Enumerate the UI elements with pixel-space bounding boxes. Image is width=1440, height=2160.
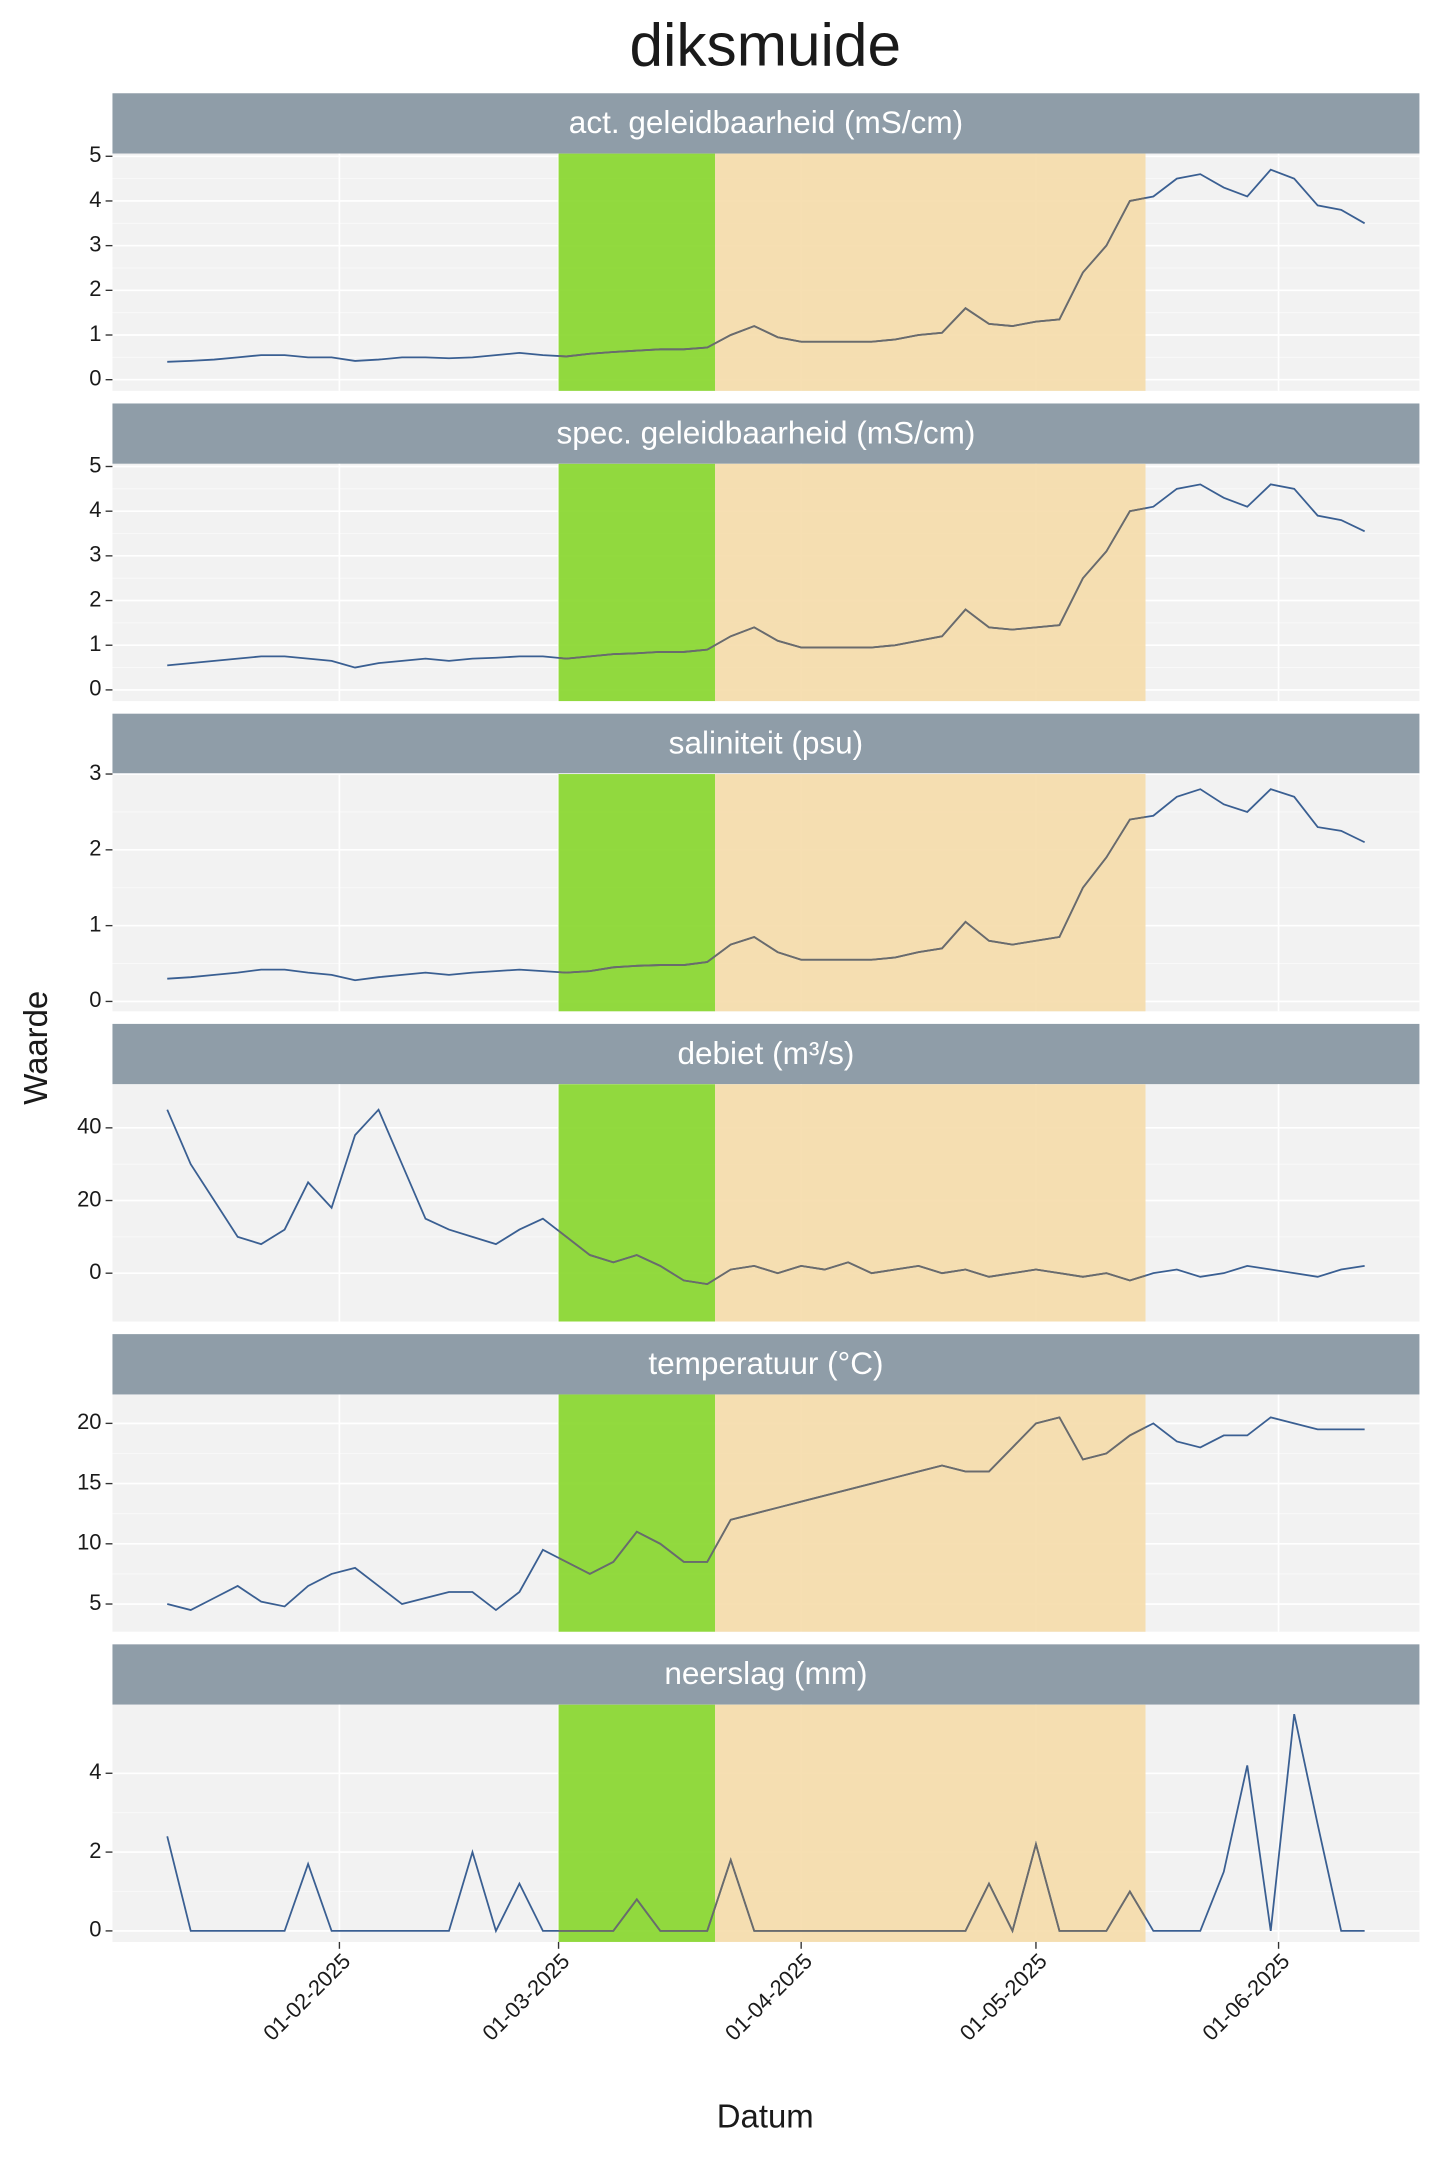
y-tick-label: 1: [89, 321, 101, 346]
y-tick-label: 20: [77, 1186, 101, 1211]
highlight-period: [558, 1084, 716, 1322]
highlight-period: [715, 774, 1146, 1012]
data-line-highlighted: [558, 1416, 1146, 1575]
strip: [112, 1023, 1420, 1085]
y-tick-label: 15: [77, 1469, 101, 1494]
x-axis-label: Datum: [717, 2098, 814, 2135]
data-line-highlighted: [558, 816, 1146, 974]
y-tick-label: 20: [77, 1409, 101, 1434]
highlight-period: [558, 463, 716, 702]
y-tick-label: 40: [77, 1114, 101, 1139]
y-tick-label: 0: [89, 676, 101, 701]
y-tick-label: 10: [77, 1530, 101, 1555]
x-tick-label: 01-04-2025: [720, 1948, 817, 2045]
y-tick-label: 0: [89, 1917, 101, 1942]
x-tick-label: 01-02-2025: [258, 1948, 355, 2045]
strip-title: temperatuur (°C): [648, 1345, 883, 1381]
data-line-highlighted: [558, 1840, 1146, 1934]
data-line-highlighted: [558, 1229, 1146, 1286]
y-tick-label: 3: [89, 542, 101, 567]
data-line-highlighted: [558, 507, 1146, 660]
y-tick-label: 2: [89, 586, 101, 611]
strip: [112, 1644, 1420, 1705]
y-tick-label: 3: [89, 760, 101, 785]
y-tick-label: 3: [89, 231, 101, 256]
highlight-period: [558, 774, 716, 1012]
x-tick-label: 01-06-2025: [1197, 1948, 1294, 2045]
strip-title: saliniteit (psu): [669, 725, 864, 761]
y-tick-label: 5: [89, 452, 101, 477]
data-line-highlighted: [558, 197, 1146, 358]
y-tick-label: 5: [89, 1590, 101, 1615]
highlight-period: [715, 1704, 1146, 1942]
strip-title: act. geleidbaarheid (mS/cm): [569, 104, 963, 140]
strip: [112, 713, 1420, 775]
y-tick-label: 0: [89, 365, 101, 390]
chart-title: diksmuide: [629, 10, 901, 78]
x-tick-label: 01-05-2025: [955, 1948, 1052, 2045]
strip-title: spec. geleidbaarheid (mS/cm): [557, 414, 976, 450]
y-tick-label: 2: [89, 276, 101, 301]
strip: [112, 403, 1420, 464]
y-tick-label: 4: [89, 497, 101, 522]
highlight-period: [715, 153, 1146, 391]
y-tick-label: 4: [89, 187, 101, 212]
y-tick-label: 0: [89, 1259, 101, 1284]
strip-title: neerslag (mm): [664, 1655, 867, 1691]
y-tick-label: 1: [89, 631, 101, 656]
y-tick-label: 5: [89, 142, 101, 167]
y-tick-label: 2: [89, 836, 101, 861]
x-tick-label: 01-03-2025: [477, 1948, 574, 2045]
highlight-period: [558, 1704, 716, 1942]
y-axis-label: Waarde: [17, 991, 54, 1105]
strip-title: debiet (m³/s): [677, 1035, 854, 1071]
y-tick-label: 2: [89, 1838, 101, 1863]
y-tick-label: 4: [89, 1759, 101, 1784]
highlight-period: [715, 1394, 1146, 1632]
strip: [112, 1334, 1420, 1395]
y-tick-label: 1: [89, 911, 101, 936]
highlight-period: [558, 1394, 716, 1632]
y-tick-label: 0: [89, 987, 101, 1012]
highlight-period: [715, 463, 1146, 702]
highlight-period: [715, 1084, 1146, 1322]
strip: [112, 93, 1420, 154]
